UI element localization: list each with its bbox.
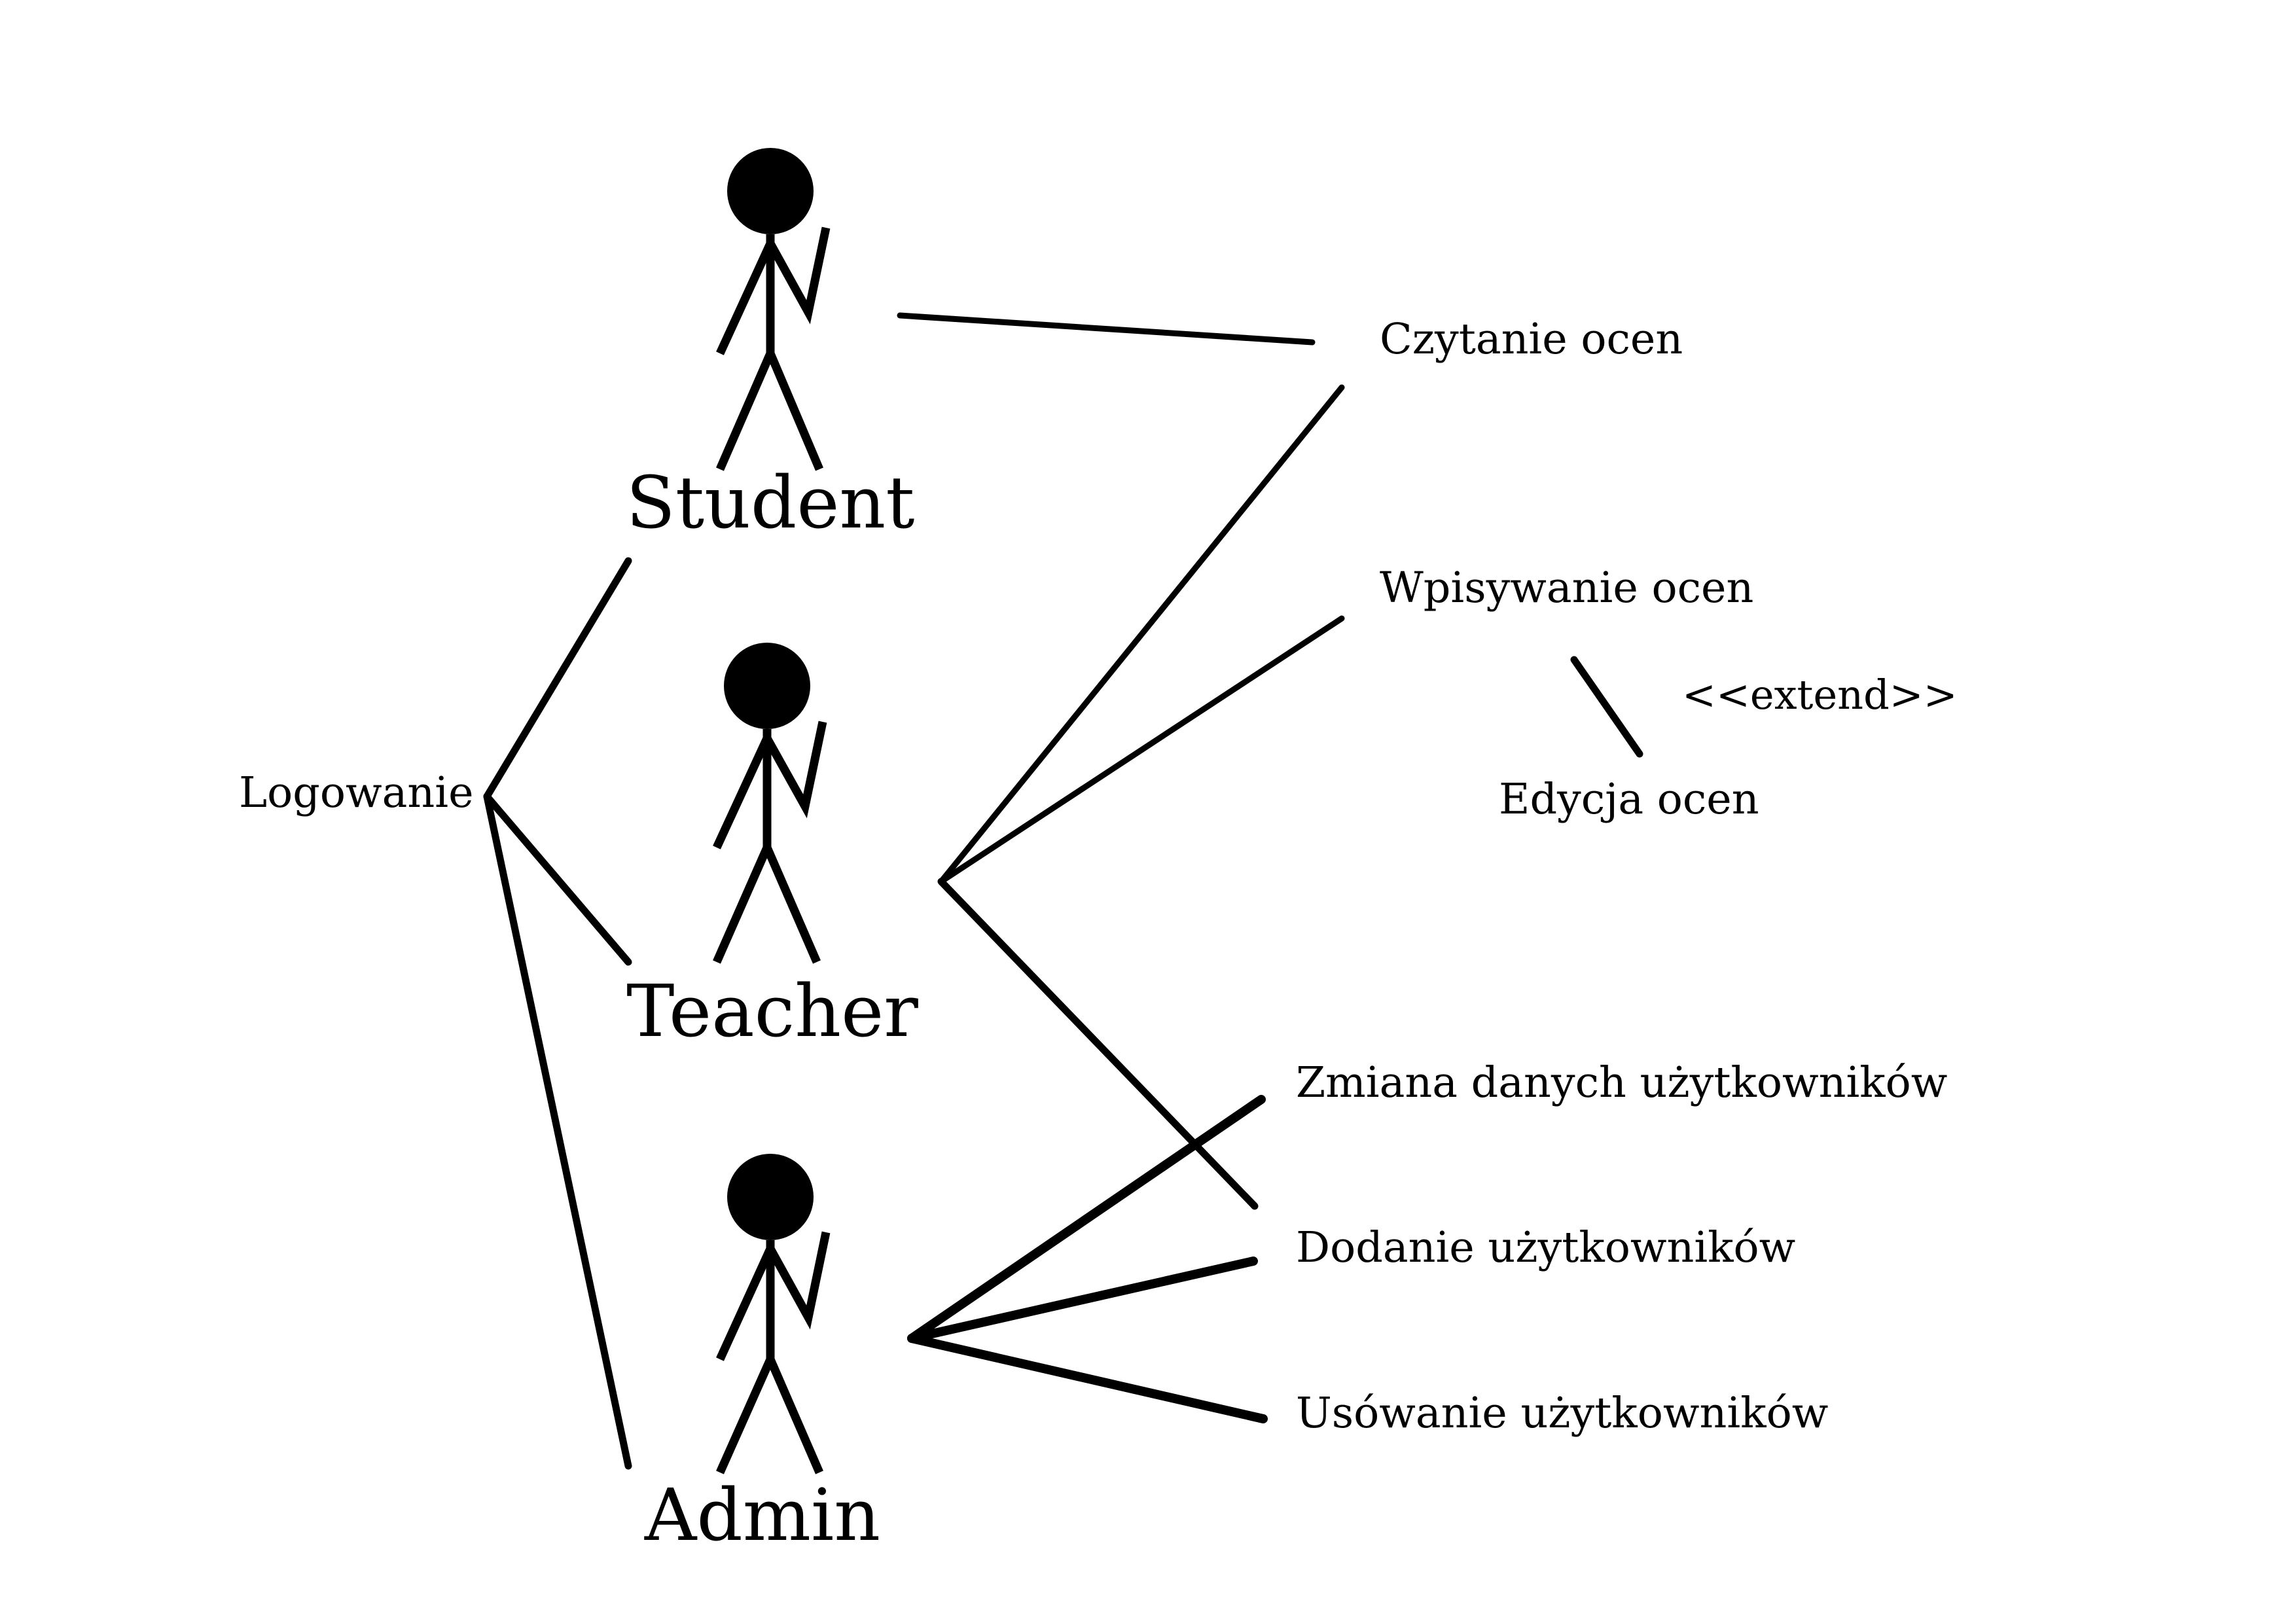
teacher-left-arm xyxy=(713,736,771,849)
teacher-right-arm xyxy=(763,721,827,819)
admin-actor: Admin xyxy=(644,1154,880,1557)
student-right-leg xyxy=(766,351,823,471)
association-logowanie-admin xyxy=(483,793,632,1470)
student-label: Student xyxy=(626,461,915,544)
teacher-actor: Teacher xyxy=(626,643,918,1053)
admin-label: Admin xyxy=(644,1473,880,1557)
teacher-head xyxy=(724,643,810,729)
teacher-left-leg xyxy=(713,846,771,964)
teacher-right-leg xyxy=(763,846,821,964)
extend-relation-line xyxy=(1570,656,1643,758)
student-head xyxy=(727,148,814,234)
association-logowanie-student xyxy=(483,557,632,800)
admin-left-arm xyxy=(716,1247,774,1361)
admin-right-leg xyxy=(766,1357,823,1474)
student-left-arm xyxy=(716,241,774,355)
student-actor: Student xyxy=(626,148,915,544)
admin-left-leg xyxy=(716,1357,774,1474)
student-left-leg xyxy=(716,351,774,471)
usecase-usowanie-uzytkownikow: Usówanie użytkowników xyxy=(1296,1389,1828,1438)
usecase-edycja-ocen: Edycja ocen xyxy=(1499,775,1759,824)
admin-right-arm xyxy=(766,1231,831,1330)
association-student-czytanie xyxy=(897,312,1316,346)
usecase-logowanie: Logowanie xyxy=(239,768,474,817)
association-teacher-wpisywanie xyxy=(938,615,1345,885)
usecase-dodanie-uzytkownikow: Dodanie użytkowników xyxy=(1296,1223,1795,1272)
association-admin-usowanie xyxy=(907,1334,1268,1423)
association-admin-zmiana xyxy=(907,1095,1266,1343)
usecase-czytanie-ocen: Czytanie ocen xyxy=(1380,315,1683,364)
admin-head xyxy=(727,1154,814,1240)
association-admin-dodanie xyxy=(907,1257,1258,1343)
association-teacher-dodanie xyxy=(937,878,1259,1210)
association-logowanie-teacher xyxy=(483,793,632,966)
teacher-label: Teacher xyxy=(626,969,918,1053)
usecase-zmiana-danych: Zmiana danych użytkowników xyxy=(1296,1058,1947,1107)
extend-stereotype-label: <<extend>> xyxy=(1682,671,1958,719)
association-teacher-czytanie xyxy=(938,384,1345,885)
student-right-arm xyxy=(766,226,831,325)
usecase-wpisywanie-ocen: Wpisywanie ocen xyxy=(1380,563,1753,613)
